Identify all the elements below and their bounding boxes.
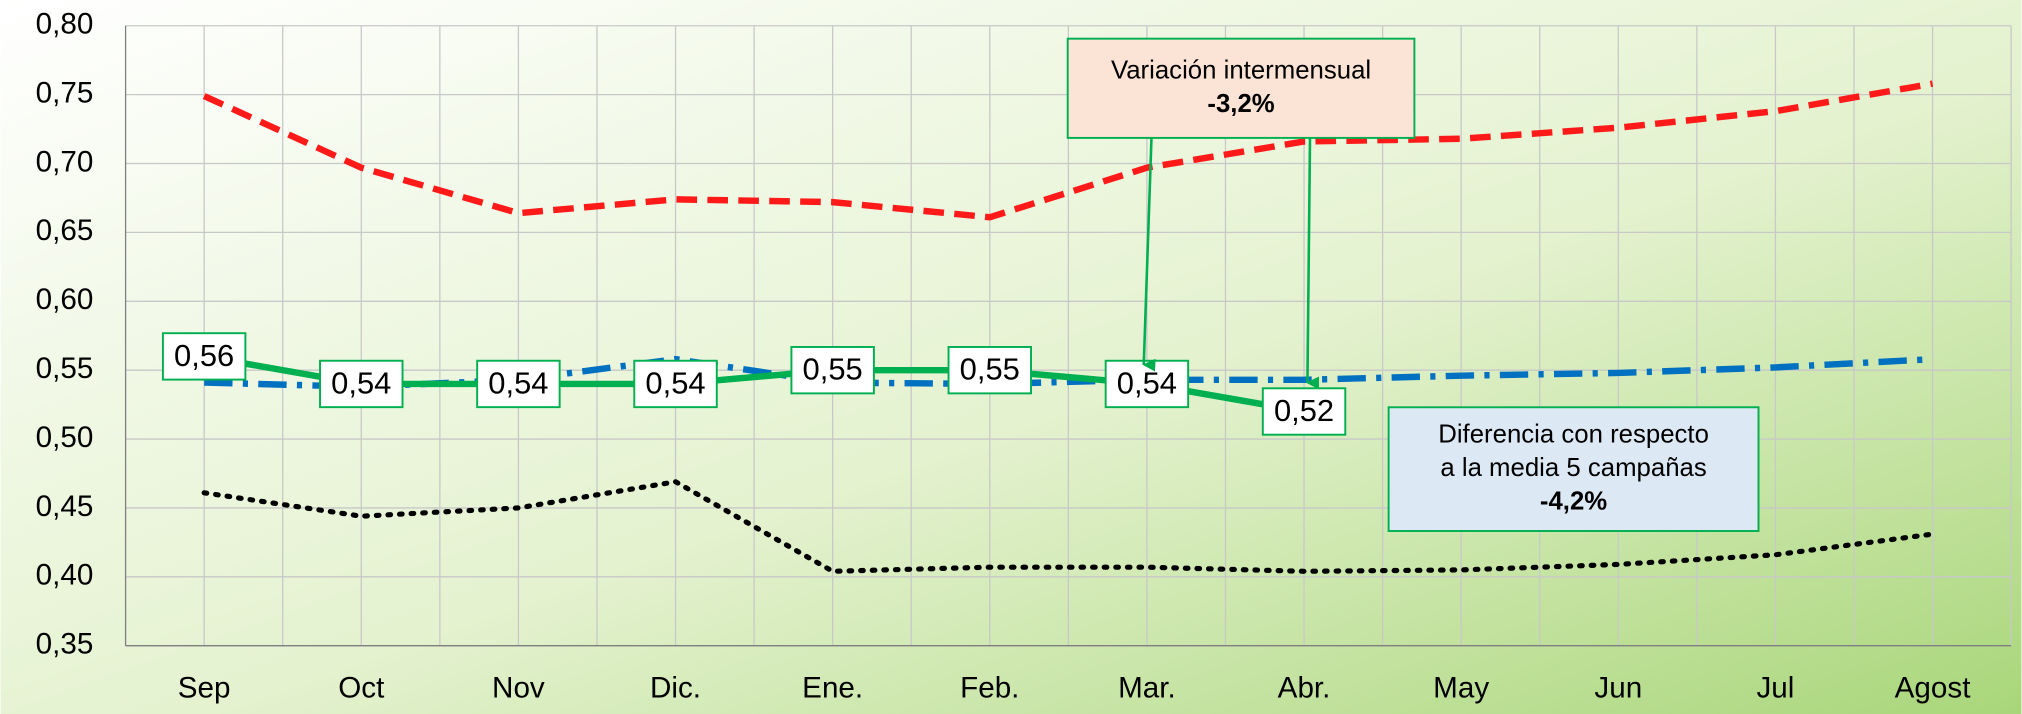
y-tick-label: 0,35	[36, 628, 94, 661]
data-label-box	[633, 359, 718, 409]
data-label-box	[947, 346, 1032, 395]
x-tick-label: Jul	[1756, 671, 1794, 704]
y-tick-label: 0,70	[36, 145, 94, 178]
data-label: 0,55	[803, 352, 863, 387]
y-tick-label: 0,80	[36, 8, 94, 41]
data-label-box	[476, 359, 561, 409]
data-label: 0,54	[1117, 365, 1177, 400]
series-line	[201, 479, 1936, 574]
y-tick-label: 0,55	[36, 352, 94, 385]
x-tick-label: Sep	[178, 671, 231, 704]
data-label: 0,52	[1274, 393, 1334, 428]
x-tick-label: May	[1433, 671, 1489, 704]
annotation-box	[1066, 37, 1416, 139]
y-tick-label: 0,75	[36, 76, 94, 109]
annotation-text: Variación intermensual	[1111, 56, 1371, 84]
data-label-box	[790, 346, 875, 395]
data-label-box	[1261, 387, 1347, 436]
x-tick-label: Nov	[492, 671, 545, 704]
x-tick-label: Agost	[1895, 671, 1972, 704]
y-tick-label: 0,45	[36, 490, 94, 523]
annotation-text: Diferencia con respecto	[1438, 420, 1709, 448]
annotation-text: -3,2%	[1207, 90, 1274, 118]
x-tick-label: Ene.	[802, 671, 863, 704]
data-label: 0,54	[488, 365, 548, 400]
data-label-box	[161, 332, 247, 381]
data-label: 0,55	[960, 352, 1020, 387]
x-tick-label: Abr.	[1278, 671, 1331, 704]
data-label-box	[319, 359, 404, 409]
y-tick-label: 0,60	[36, 283, 94, 316]
y-tick-label: 0,50	[36, 421, 94, 454]
data-label: 0,54	[645, 365, 705, 400]
data-label: 0,54	[331, 365, 391, 400]
annotation-arrow	[1142, 137, 1156, 372]
y-tick-label: 0,40	[36, 559, 94, 592]
x-tick-label: Oct	[338, 671, 385, 704]
x-tick-label: Dic.	[650, 671, 701, 704]
x-tick-label: Mar.	[1118, 671, 1176, 704]
annotation-arrow	[1306, 137, 1320, 390]
annotation-text: -4,2%	[1540, 487, 1607, 515]
data-label: 0,56	[174, 338, 234, 373]
y-tick-label: 0,65	[36, 214, 94, 247]
series-line	[202, 80, 1934, 221]
x-tick-label: Feb.	[960, 671, 1019, 704]
x-tick-label: Jun	[1594, 671, 1642, 704]
annotation-text: a la media 5 campañas	[1440, 454, 1706, 482]
annotation-box	[1387, 406, 1760, 532]
